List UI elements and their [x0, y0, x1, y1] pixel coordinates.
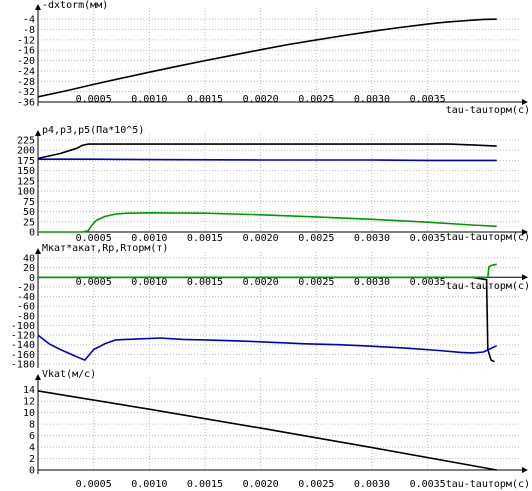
y-tick-label: 200: [17, 146, 35, 157]
x-tick-label: 0.0020: [243, 277, 279, 288]
y-tick-label: 40: [23, 254, 35, 265]
series-line: [37, 390, 497, 471]
x-axis-title: tau-tauторм(c): [446, 479, 530, 490]
x-tick-label: 0.0025: [298, 277, 334, 288]
y-tick-label: 10: [23, 408, 35, 419]
x-tick-label: 0.0005: [76, 479, 112, 490]
y-tick-label: -100: [11, 321, 35, 332]
y-tick-label: -12: [17, 35, 35, 46]
x-tick-label: 0.0020: [243, 233, 279, 244]
y-tick-label: -20: [17, 56, 35, 67]
x-tick-label: 0.0005: [76, 233, 112, 244]
y-axis-arrow: [35, 4, 41, 10]
x-tick-label: 0.0030: [354, 233, 390, 244]
y-tick-label: -16: [17, 46, 35, 57]
y-tick-label: -4: [23, 15, 35, 26]
y-tick-label: 175: [17, 156, 35, 167]
x-tick-label: 0.0005: [76, 277, 112, 288]
y-tick-label: 20: [23, 263, 35, 274]
y-tick-label: 50: [23, 207, 35, 218]
y-tick-label: -36: [17, 98, 35, 109]
x-axis-arrow: [522, 99, 528, 105]
y-axis-title: -dxtorm(мм): [42, 0, 108, 11]
x-tick-label: 0.0010: [131, 479, 167, 490]
x-axis-arrow: [522, 274, 528, 281]
y-tick-label: -60: [17, 302, 35, 313]
x-tick-label: 0.0035: [410, 233, 446, 244]
x-tick-label: 0.0015: [187, 94, 223, 105]
series-line: [37, 334, 498, 361]
y-tick-label: -32: [17, 87, 35, 98]
y-tick-label: 2: [29, 454, 35, 465]
y-tick-label: -180: [11, 360, 35, 371]
x-tick-label: 0.0015: [187, 479, 223, 490]
x-tick-label: 0.0030: [354, 94, 390, 105]
y-tick-label: -24: [17, 66, 35, 77]
x-tick-label: 0.0025: [298, 479, 334, 490]
x-tick-label: 0.0025: [298, 233, 334, 244]
x-tick-label: 0.0030: [354, 277, 390, 288]
y-axis-title: Mкат*акат,Rp,Rторм(т): [42, 243, 168, 254]
y-tick-label: 0: [29, 466, 35, 477]
x-tick-label: 0.0010: [131, 277, 167, 288]
y-tick-label: 14: [23, 385, 35, 396]
series-line: [37, 18, 497, 98]
series-line: [38, 158, 497, 162]
y-axis-title: Vkat(м/с): [42, 369, 96, 380]
y-tick-label: -80: [17, 311, 35, 322]
y-tick-label: 100: [17, 187, 35, 198]
y-tick-label: -140: [11, 340, 35, 351]
y-tick-label: 6: [29, 431, 35, 442]
series-line: [38, 263, 497, 279]
x-tick-label: 0.0015: [187, 277, 223, 288]
x-tick-label: 0.0010: [131, 233, 167, 244]
x-tick-label: 0.0035: [410, 479, 446, 490]
y-tick-label: 12: [23, 397, 35, 408]
y-tick-label: -20: [17, 282, 35, 293]
x-axis-title: tau-tauторм(c): [446, 105, 530, 116]
y-axis-arrow: [35, 374, 41, 380]
y-tick-label: 4: [29, 443, 35, 454]
x-tick-label: 0.0020: [243, 94, 279, 105]
y-tick-label: 0: [29, 228, 35, 239]
x-tick-label: 0.0010: [131, 94, 167, 105]
x-tick-label: 0.0025: [298, 94, 334, 105]
y-tick-label: -120: [11, 331, 35, 342]
y-tick-label: -8: [23, 25, 35, 36]
y-axis-title: p4,p3,p5(Па*10^5): [42, 125, 144, 136]
y-tick-label: -160: [11, 350, 35, 361]
series-line: [38, 212, 497, 233]
x-tick-label: 0.0035: [410, 94, 446, 105]
y-tick-label: 225: [17, 136, 35, 147]
x-axis-title: tau-tauторм(c): [446, 281, 530, 292]
x-tick-label: 0.0015: [187, 233, 223, 244]
y-tick-label: -28: [17, 77, 35, 88]
x-tick-label: 0.0005: [76, 94, 112, 105]
y-tick-label: 150: [17, 166, 35, 177]
y-tick-label: 75: [23, 197, 35, 208]
x-tick-label: 0.0020: [243, 479, 279, 490]
y-tick-label: -40: [17, 292, 35, 303]
y-axis-arrow: [35, 248, 41, 254]
x-tick-label: 0.0035: [410, 277, 446, 288]
y-tick-label: 125: [17, 176, 35, 187]
x-axis-arrow: [522, 229, 528, 235]
y-tick-label: 25: [23, 217, 35, 228]
x-axis-title: tau-tauторм(c): [446, 232, 530, 243]
x-axis-arrow: [522, 467, 528, 473]
series-line: [37, 143, 497, 160]
y-tick-label: 0: [29, 273, 35, 284]
y-axis-arrow: [35, 130, 41, 136]
y-tick-label: 8: [29, 420, 35, 431]
x-tick-label: 0.0030: [354, 479, 390, 490]
